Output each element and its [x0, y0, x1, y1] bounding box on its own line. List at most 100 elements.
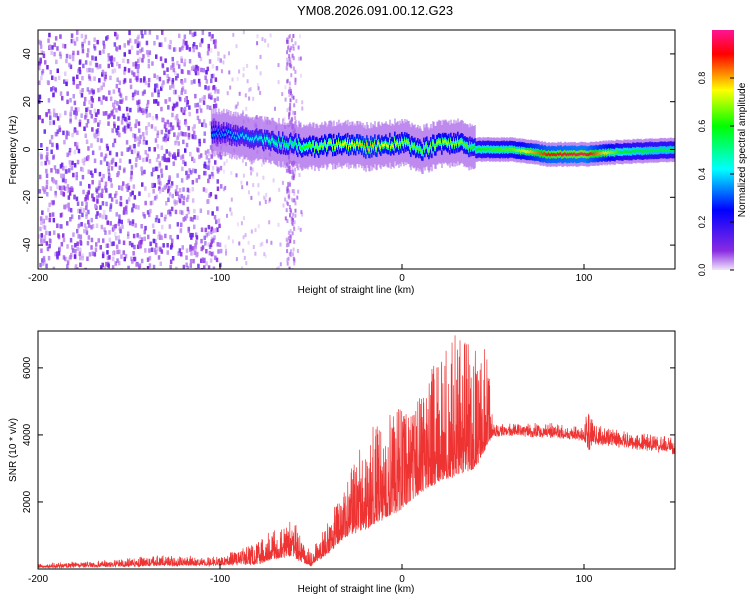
noise-cell — [129, 126, 133, 132]
noise-cell — [235, 44, 238, 49]
ridge-core — [450, 139, 452, 143]
noise-cell — [76, 50, 80, 56]
noise-cell — [87, 235, 91, 240]
noise-cell — [119, 228, 122, 234]
ridge-core — [508, 148, 510, 152]
noise-cell — [199, 42, 202, 48]
ridge-core — [410, 147, 412, 150]
noise-cell — [85, 107, 88, 113]
noise-cell — [84, 133, 87, 138]
noise-cell — [64, 165, 68, 171]
noise-cell — [85, 139, 89, 144]
noise-cell — [203, 235, 206, 241]
noise-cell — [130, 45, 134, 50]
noise-cell — [57, 251, 61, 256]
noise-cell — [257, 183, 260, 188]
noise-cell — [152, 264, 156, 269]
noise-cell — [118, 91, 122, 97]
y-tick-label: 4000 — [22, 423, 33, 446]
noise-cell — [129, 84, 133, 90]
noise-cell — [179, 209, 182, 215]
ridge-core — [346, 144, 348, 148]
noise-cell — [101, 253, 105, 259]
noise-cell — [167, 129, 171, 135]
noise-cell — [165, 149, 168, 154]
noise-cell — [291, 166, 294, 171]
ridge-core — [560, 152, 562, 156]
noise-cell — [96, 195, 99, 200]
ridge-core — [588, 153, 591, 157]
noise-cell — [207, 210, 210, 215]
noise-cell — [106, 220, 109, 225]
noise-cell — [158, 189, 162, 194]
noise-cell — [76, 30, 79, 35]
noise-cell — [110, 59, 113, 65]
noise-cell — [40, 220, 43, 225]
ridge-core — [210, 128, 213, 132]
noise-cell — [106, 250, 109, 255]
noise-cell — [88, 99, 91, 105]
noise-cell — [50, 134, 54, 140]
ridge-core — [546, 153, 548, 157]
noise-cell — [160, 129, 164, 135]
noise-cell — [157, 92, 160, 98]
noise-cell — [138, 191, 141, 196]
noise-cell — [228, 51, 230, 56]
noise-cell — [43, 238, 46, 243]
noise-cell — [144, 248, 147, 253]
noise-cell — [108, 113, 111, 118]
noise-cell — [69, 238, 73, 243]
noise-cell — [193, 124, 196, 129]
ridge-core — [590, 152, 593, 155]
ridge-core — [628, 150, 631, 154]
noise-cell — [40, 75, 43, 81]
noise-cell — [127, 185, 131, 191]
noise-cell — [83, 101, 86, 106]
noise-cell — [156, 75, 159, 80]
noise-cell — [67, 207, 71, 212]
noise-cell — [213, 39, 216, 44]
noise-cell — [129, 78, 132, 83]
noise-cell — [178, 197, 181, 203]
noise-cell — [252, 245, 255, 249]
noise-cell — [65, 58, 68, 64]
noise-cell — [147, 82, 151, 88]
noise-cell — [136, 136, 140, 141]
noise-cell — [289, 253, 292, 258]
ridge-core — [335, 146, 337, 149]
ridge-core — [256, 137, 259, 141]
noise-cell — [182, 264, 186, 269]
ridge-core — [489, 148, 491, 152]
ridge-core — [366, 142, 368, 145]
noise-cell — [243, 216, 245, 221]
noise-cell — [293, 239, 296, 244]
ridge-core — [483, 148, 485, 152]
noise-cell — [214, 77, 218, 82]
noise-cell — [60, 190, 63, 195]
noise-cell — [59, 213, 63, 218]
noise-cell — [107, 263, 110, 269]
noise-cell — [90, 225, 93, 230]
ridge-core — [422, 151, 424, 154]
ridge-core — [220, 130, 223, 134]
noise-cell — [94, 112, 98, 117]
noise-cell — [120, 99, 124, 104]
noise-cell — [156, 101, 160, 106]
x-tick-label: -200 — [28, 574, 48, 585]
noise-cell — [125, 140, 129, 145]
noise-cell — [98, 120, 102, 125]
noise-cell — [118, 80, 121, 85]
ridge-core — [514, 148, 516, 151]
noise-cell — [73, 163, 77, 168]
noise-cell — [209, 258, 213, 263]
noise-cell — [97, 122, 100, 127]
noise-cell — [86, 106, 90, 112]
noise-cell — [286, 108, 289, 112]
noise-cell — [43, 129, 46, 134]
ridge-core — [630, 150, 633, 154]
noise-cell — [151, 61, 154, 66]
noise-cell — [153, 196, 157, 201]
noise-cell — [105, 261, 108, 267]
ridge-core — [369, 148, 371, 152]
ridge-core — [295, 140, 297, 143]
